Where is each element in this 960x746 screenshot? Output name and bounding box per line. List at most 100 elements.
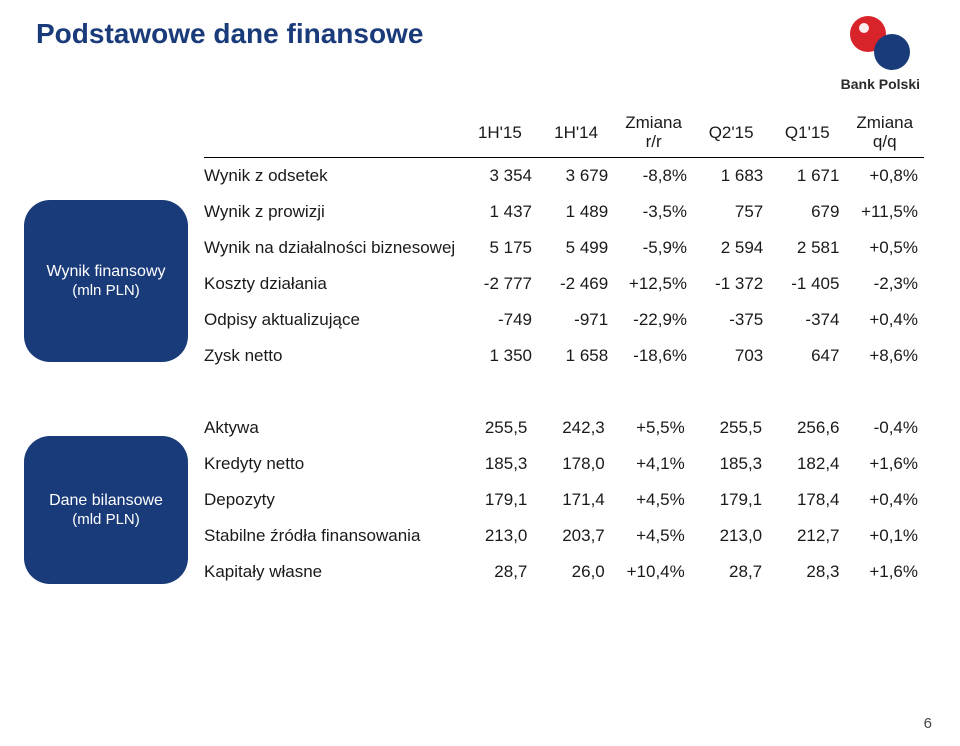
- cell-value: +0,1%: [846, 518, 924, 554]
- table-row: Koszty działania-2 777-2 469+12,5%-1 372…: [204, 266, 924, 302]
- row-label: Wynik z prowizji: [204, 194, 462, 230]
- cell-value: +8,6%: [845, 338, 924, 374]
- cell-value: 1 489: [538, 194, 614, 230]
- col-zmiana-rr: Zmianar/r: [614, 106, 693, 158]
- cell-value: +1,6%: [846, 554, 924, 590]
- cell-value: 213,0: [456, 518, 533, 554]
- cell-value: -3,5%: [614, 194, 693, 230]
- cell-value: -1 372: [693, 266, 769, 302]
- cell-value: -2,3%: [845, 266, 924, 302]
- row-label: Kredyty netto: [204, 446, 456, 482]
- row-label: Koszty działania: [204, 266, 462, 302]
- cell-value: -375: [693, 302, 769, 338]
- cell-value: -5,9%: [614, 230, 693, 266]
- pill-title: Dane bilansowe: [49, 491, 163, 511]
- cell-value: -2 777: [462, 266, 538, 302]
- pill-subtitle: (mln PLN): [72, 282, 140, 301]
- cell-value: 255,5: [691, 410, 768, 446]
- col-1h15: 1H'15: [462, 106, 538, 158]
- cell-value: -971: [538, 302, 614, 338]
- cell-value: +4,5%: [611, 518, 691, 554]
- cell-value: 182,4: [768, 446, 845, 482]
- cell-value: 213,0: [691, 518, 768, 554]
- table-row: Odpisy aktualizujące-749-971-22,9%-375-3…: [204, 302, 924, 338]
- cell-value: 26,0: [533, 554, 610, 590]
- cell-value: 647: [769, 338, 845, 374]
- pill-subtitle: (mld PLN): [72, 511, 140, 530]
- cell-value: -0,4%: [846, 410, 924, 446]
- cell-value: 242,3: [533, 410, 610, 446]
- cell-value: 185,3: [456, 446, 533, 482]
- row-label: Stabilne źródła finansowania: [204, 518, 456, 554]
- cell-value: 178,0: [533, 446, 610, 482]
- brand-name: Bank Polski: [841, 76, 920, 92]
- cell-value: 3 679: [538, 158, 614, 195]
- page-title: Podstawowe dane finansowe: [36, 18, 924, 50]
- row-label: Depozyty: [204, 482, 456, 518]
- table-row: Zysk netto1 3501 658-18,6%703647+8,6%: [204, 338, 924, 374]
- cell-value: 2 581: [769, 230, 845, 266]
- cell-value: 28,7: [691, 554, 768, 590]
- col-q215: Q2'15: [693, 106, 769, 158]
- cell-value: +11,5%: [845, 194, 924, 230]
- cell-value: 255,5: [456, 410, 533, 446]
- table-header-row: 1H'15 1H'14 Zmianar/r Q2'15 Q1'15 Zmiana…: [204, 106, 924, 158]
- cell-value: 179,1: [691, 482, 768, 518]
- cell-value: 28,3: [768, 554, 845, 590]
- col-1h14: 1H'14: [538, 106, 614, 158]
- cell-value: 757: [693, 194, 769, 230]
- cell-value: +4,5%: [611, 482, 691, 518]
- pko-logo-icon: [848, 14, 912, 72]
- table-row: Kapitały własne28,726,0+10,4%28,728,3+1,…: [204, 554, 924, 590]
- cell-value: 703: [693, 338, 769, 374]
- cell-value: 2 594: [693, 230, 769, 266]
- cell-value: -22,9%: [614, 302, 693, 338]
- financial-results-table: 1H'15 1H'14 Zmianar/r Q2'15 Q1'15 Zmiana…: [204, 106, 924, 374]
- cell-value: -1 405: [769, 266, 845, 302]
- cell-value: 1 658: [538, 338, 614, 374]
- brand-logo: Bank Polski: [841, 14, 920, 92]
- row-label: Kapitały własne: [204, 554, 456, 590]
- cell-value: 203,7: [533, 518, 610, 554]
- cell-value: +0,4%: [846, 482, 924, 518]
- cell-value: +4,1%: [611, 446, 691, 482]
- table-row: Wynik na działalności biznesowej5 1755 4…: [204, 230, 924, 266]
- cell-value: +10,4%: [611, 554, 691, 590]
- cell-value: +12,5%: [614, 266, 693, 302]
- cell-value: 1 683: [693, 158, 769, 195]
- table-row: Stabilne źródła finansowania213,0203,7+4…: [204, 518, 924, 554]
- table-row: Wynik z odsetek3 3543 679-8,8%1 6831 671…: [204, 158, 924, 195]
- cell-value: -374: [769, 302, 845, 338]
- cell-value: 179,1: [456, 482, 533, 518]
- table-row: Depozyty179,1171,4+4,5%179,1178,4+0,4%: [204, 482, 924, 518]
- cell-value: 679: [769, 194, 845, 230]
- cell-value: -2 469: [538, 266, 614, 302]
- row-label: Wynik na działalności biznesowej: [204, 230, 462, 266]
- cell-value: +0,5%: [845, 230, 924, 266]
- row-label: Odpisy aktualizujące: [204, 302, 462, 338]
- cell-value: -749: [462, 302, 538, 338]
- cell-value: 1 671: [769, 158, 845, 195]
- pill-title: Wynik finansowy: [46, 262, 165, 282]
- row-label: Zysk netto: [204, 338, 462, 374]
- col-q115: Q1'15: [769, 106, 845, 158]
- cell-value: +0,8%: [845, 158, 924, 195]
- category-pill-financial: Wynik finansowy (mln PLN): [24, 200, 188, 362]
- cell-value: +0,4%: [845, 302, 924, 338]
- page-number: 6: [924, 715, 932, 732]
- table-row: Wynik z prowizji1 4371 489-3,5%757679+11…: [204, 194, 924, 230]
- cell-value: 212,7: [768, 518, 845, 554]
- row-label: Aktywa: [204, 410, 456, 446]
- cell-value: +1,6%: [846, 446, 924, 482]
- cell-value: 178,4: [768, 482, 845, 518]
- cell-value: +5,5%: [611, 410, 691, 446]
- cell-value: 256,6: [768, 410, 845, 446]
- cell-value: 28,7: [456, 554, 533, 590]
- cell-value: 171,4: [533, 482, 610, 518]
- balance-sheet-table: Aktywa255,5242,3+5,5%255,5256,6-0,4%Kred…: [204, 410, 924, 590]
- cell-value: 5 175: [462, 230, 538, 266]
- cell-value: 185,3: [691, 446, 768, 482]
- col-zmiana-qq: Zmianaq/q: [845, 106, 924, 158]
- row-label: Wynik z odsetek: [204, 158, 462, 195]
- table-row: Kredyty netto185,3178,0+4,1%185,3182,4+1…: [204, 446, 924, 482]
